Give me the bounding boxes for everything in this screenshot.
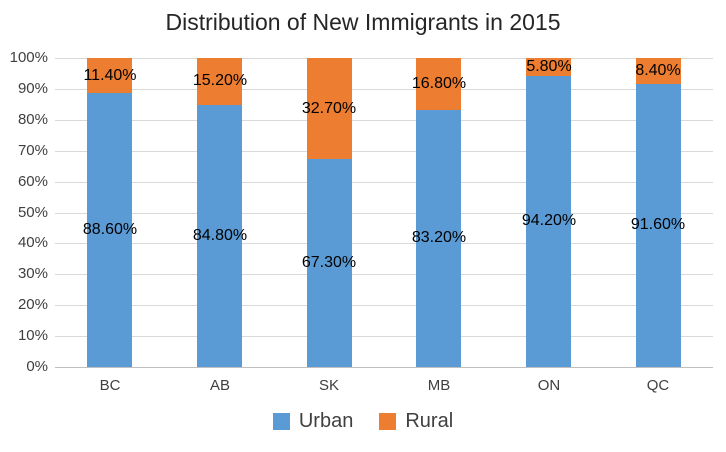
data-label-urban: 88.60% xyxy=(82,221,138,238)
x-axis-category-label: MB xyxy=(427,377,451,394)
x-axis-category-label: QC xyxy=(646,377,670,394)
data-label-rural: 5.80% xyxy=(526,58,572,75)
y-axis-tick-label: 10% xyxy=(17,327,48,344)
bar-segment-rural xyxy=(197,58,242,105)
bar-segment-urban xyxy=(197,105,242,367)
y-axis-tick-label: 70% xyxy=(17,142,48,159)
gridline xyxy=(55,305,713,306)
bar-segment-urban xyxy=(416,110,461,367)
data-label-rural: 16.80% xyxy=(411,75,467,92)
bar-segment-urban xyxy=(526,76,571,367)
bar-segment-rural xyxy=(526,58,571,76)
legend-marker-rural-icon xyxy=(379,412,397,430)
chart-title: Distribution of New Immigrants in 2015 xyxy=(165,9,561,35)
y-axis-tick-label: 90% xyxy=(17,80,48,97)
y-axis-tick-label: 100% xyxy=(9,49,48,66)
data-label-urban: 84.80% xyxy=(192,227,248,244)
data-label-urban: 83.20% xyxy=(411,229,467,246)
legend-item-rural: Rural xyxy=(379,409,453,433)
data-label-rural: 11.40% xyxy=(83,67,137,84)
gridline xyxy=(55,274,713,275)
gridline xyxy=(55,58,713,59)
y-axis-tick-label: 60% xyxy=(17,173,48,190)
data-label-rural: 8.40% xyxy=(635,62,681,79)
data-label-urban: 94.20% xyxy=(521,212,577,229)
data-label-rural: 15.20% xyxy=(192,72,248,89)
data-label-rural: 32.70% xyxy=(301,100,357,117)
gridline xyxy=(55,243,713,244)
gridline xyxy=(55,151,713,152)
bar-segment-rural xyxy=(87,58,132,93)
legend: Urban Rural xyxy=(0,409,726,433)
legend-label-urban: Urban xyxy=(298,410,354,432)
x-axis-category-label: ON xyxy=(537,377,561,394)
data-label-urban: 67.30% xyxy=(301,254,357,271)
y-axis-tick-label: 0% xyxy=(26,358,48,375)
data-label-urban: 91.60% xyxy=(630,216,686,233)
y-axis-tick-label: 50% xyxy=(17,204,48,221)
gridline xyxy=(55,182,713,183)
y-axis-tick-label: 30% xyxy=(17,265,48,282)
x-axis-line xyxy=(55,367,713,368)
legend-marker-urban-icon xyxy=(272,412,290,430)
gridline xyxy=(55,336,713,337)
y-axis-tick-label: 20% xyxy=(17,296,48,313)
gridline xyxy=(55,120,713,121)
x-axis-category-label: BC xyxy=(99,377,121,394)
bar-segment-urban xyxy=(87,93,132,367)
bar-segment-urban xyxy=(307,159,352,367)
x-axis-category-label: SK xyxy=(318,377,339,394)
y-axis-tick-label: 80% xyxy=(17,111,48,128)
y-axis-tick-label: 40% xyxy=(17,234,48,251)
gridline xyxy=(55,89,713,90)
bar-segment-rural xyxy=(636,58,681,84)
x-axis-category-label: AB xyxy=(209,377,230,394)
bar-segment-rural xyxy=(416,58,461,110)
bar-segment-urban xyxy=(636,84,681,367)
legend-label-rural: Rural xyxy=(405,410,454,432)
bar-segment-rural xyxy=(307,58,352,159)
legend-item-urban: Urban xyxy=(272,409,354,433)
gridline xyxy=(55,213,713,214)
